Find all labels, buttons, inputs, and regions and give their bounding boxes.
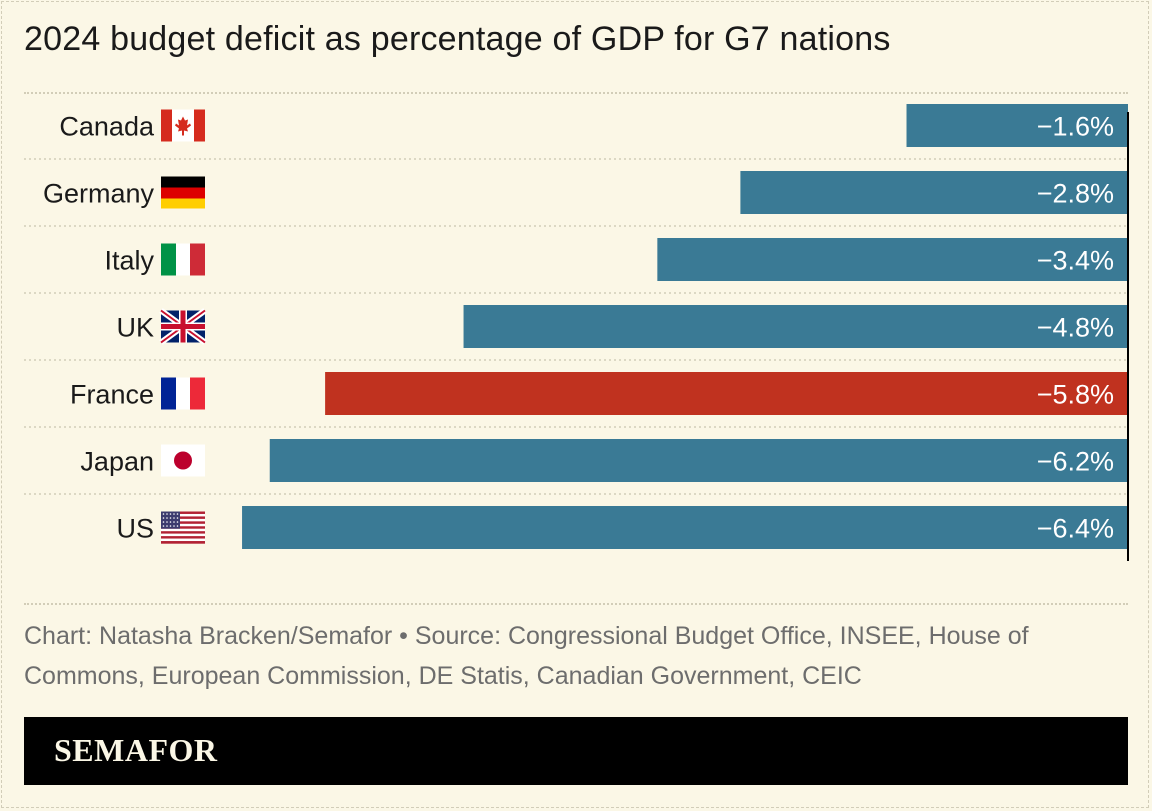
bar-germany xyxy=(740,171,1128,214)
brand-bar: SEMAFOR xyxy=(24,717,1128,785)
brand-logo: SEMAFOR xyxy=(54,732,218,768)
flag-italy-icon xyxy=(161,243,205,276)
flag-us-icon xyxy=(161,511,205,544)
category-label: Germany xyxy=(43,179,155,209)
bar-value-label: −4.8% xyxy=(1037,313,1114,343)
bar-canada xyxy=(906,104,1128,147)
bar-value-label: −6.2% xyxy=(1037,447,1114,477)
bar-france xyxy=(325,372,1129,415)
bar-value-label: −1.6% xyxy=(1037,112,1114,142)
category-label: US xyxy=(116,514,154,544)
bar-us xyxy=(242,506,1129,549)
bottom-divider xyxy=(24,603,1128,605)
category-label: Italy xyxy=(104,246,154,276)
flag-canada-icon xyxy=(161,109,205,142)
bar-value-label: −5.8% xyxy=(1037,380,1114,410)
bar-value-label: −2.8% xyxy=(1037,179,1114,209)
chart-title: 2024 budget deficit as percentage of GDP… xyxy=(24,20,891,58)
flag-japan-icon xyxy=(161,444,205,477)
chart-caption: Chart: Natasha Bracken/Semafor • Source:… xyxy=(24,622,1029,690)
top-divider xyxy=(24,92,1128,94)
category-label: UK xyxy=(116,313,154,343)
category-label: Canada xyxy=(59,112,155,142)
flag-uk-icon xyxy=(159,308,207,345)
flag-germany-icon xyxy=(161,176,205,209)
bar-japan xyxy=(269,439,1128,482)
bar-value-label: −6.4% xyxy=(1037,514,1114,544)
flag-france-icon xyxy=(161,377,205,410)
bar-chart: −1.6% Canada −2.8% Germany −3.4% Italy −4.8% UK… xyxy=(24,104,1129,561)
category-label: France xyxy=(70,380,154,410)
bar-italy xyxy=(657,238,1128,281)
category-label: Japan xyxy=(80,447,154,477)
bar-value-label: −3.4% xyxy=(1037,246,1114,276)
bar-uk xyxy=(463,305,1128,348)
